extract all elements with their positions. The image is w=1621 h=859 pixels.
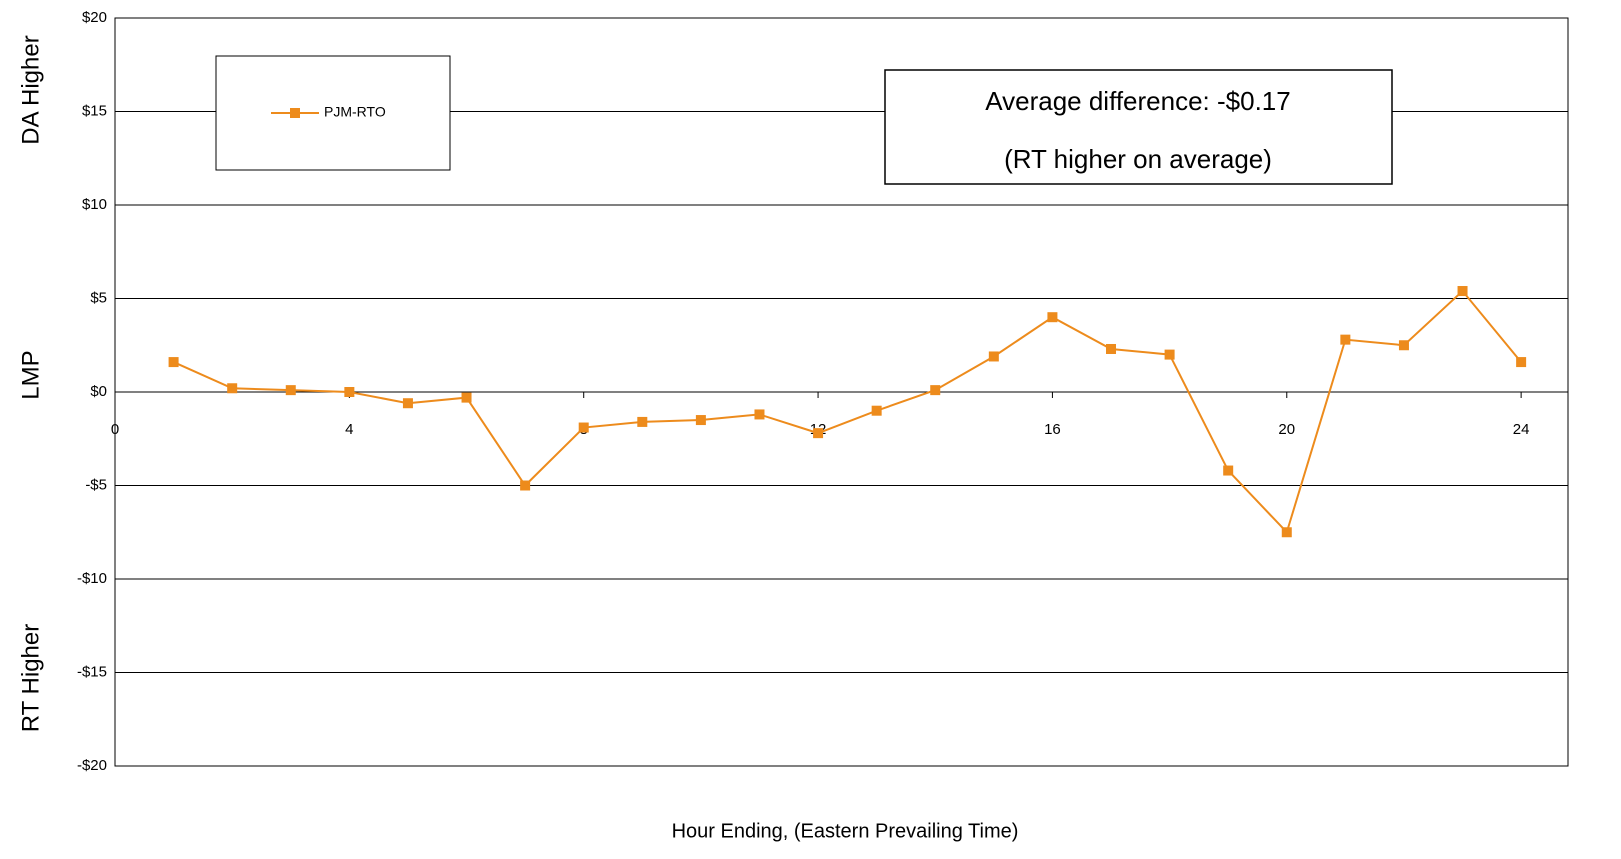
marker [1340, 334, 1351, 345]
y-tick-label: $0 [90, 383, 107, 400]
marker [461, 392, 472, 403]
marker [227, 383, 238, 394]
marker [813, 428, 824, 439]
y-tick-label: $5 [90, 289, 107, 306]
y-label-top: DA Higher [17, 35, 44, 144]
marker [1223, 465, 1234, 476]
legend-label: PJM-RTO [324, 104, 386, 120]
annotation: Average difference: -$0.17 [985, 86, 1290, 116]
y-tick-label: -$10 [77, 570, 107, 587]
y-label-bottom: RT Higher [17, 624, 44, 733]
x-label: Hour Ending, (Eastern Prevailing Time) [672, 820, 1019, 842]
y-tick-label: -$20 [77, 757, 107, 774]
y-tick-label: -$15 [77, 663, 107, 680]
y-tick-label: -$5 [85, 476, 107, 493]
marker [1457, 286, 1468, 297]
annotation-box [884, 69, 1393, 185]
y-tick-label: $10 [82, 196, 107, 213]
x-tick-label: 0 [111, 421, 119, 438]
marker [578, 422, 589, 433]
marker [1164, 349, 1175, 360]
marker [871, 405, 882, 416]
marker [402, 398, 413, 409]
marker [754, 409, 765, 420]
x-tick-label: 20 [1278, 421, 1295, 438]
marker [520, 480, 531, 491]
marker [930, 385, 941, 396]
x-tick-label: 16 [1044, 421, 1061, 438]
y-tick-label: $20 [82, 9, 107, 26]
marker [695, 415, 706, 426]
marker [344, 387, 355, 397]
legend-marker [290, 108, 300, 118]
marker [1516, 357, 1527, 368]
marker [1398, 340, 1409, 351]
x-tick-label: 4 [345, 421, 353, 438]
marker [1106, 343, 1117, 354]
series-line [173, 289, 1522, 535]
marker [1047, 312, 1058, 323]
x-tick-label: 24 [1513, 421, 1530, 438]
y-tick-label: $15 [82, 102, 107, 119]
marker [637, 416, 648, 427]
marker [988, 351, 999, 362]
marker [285, 385, 296, 396]
legend-box [215, 55, 451, 171]
marker [1281, 527, 1292, 538]
annotation: (RT higher on average) [1004, 144, 1272, 174]
y-label: LMP [17, 350, 44, 399]
marker [168, 357, 179, 368]
